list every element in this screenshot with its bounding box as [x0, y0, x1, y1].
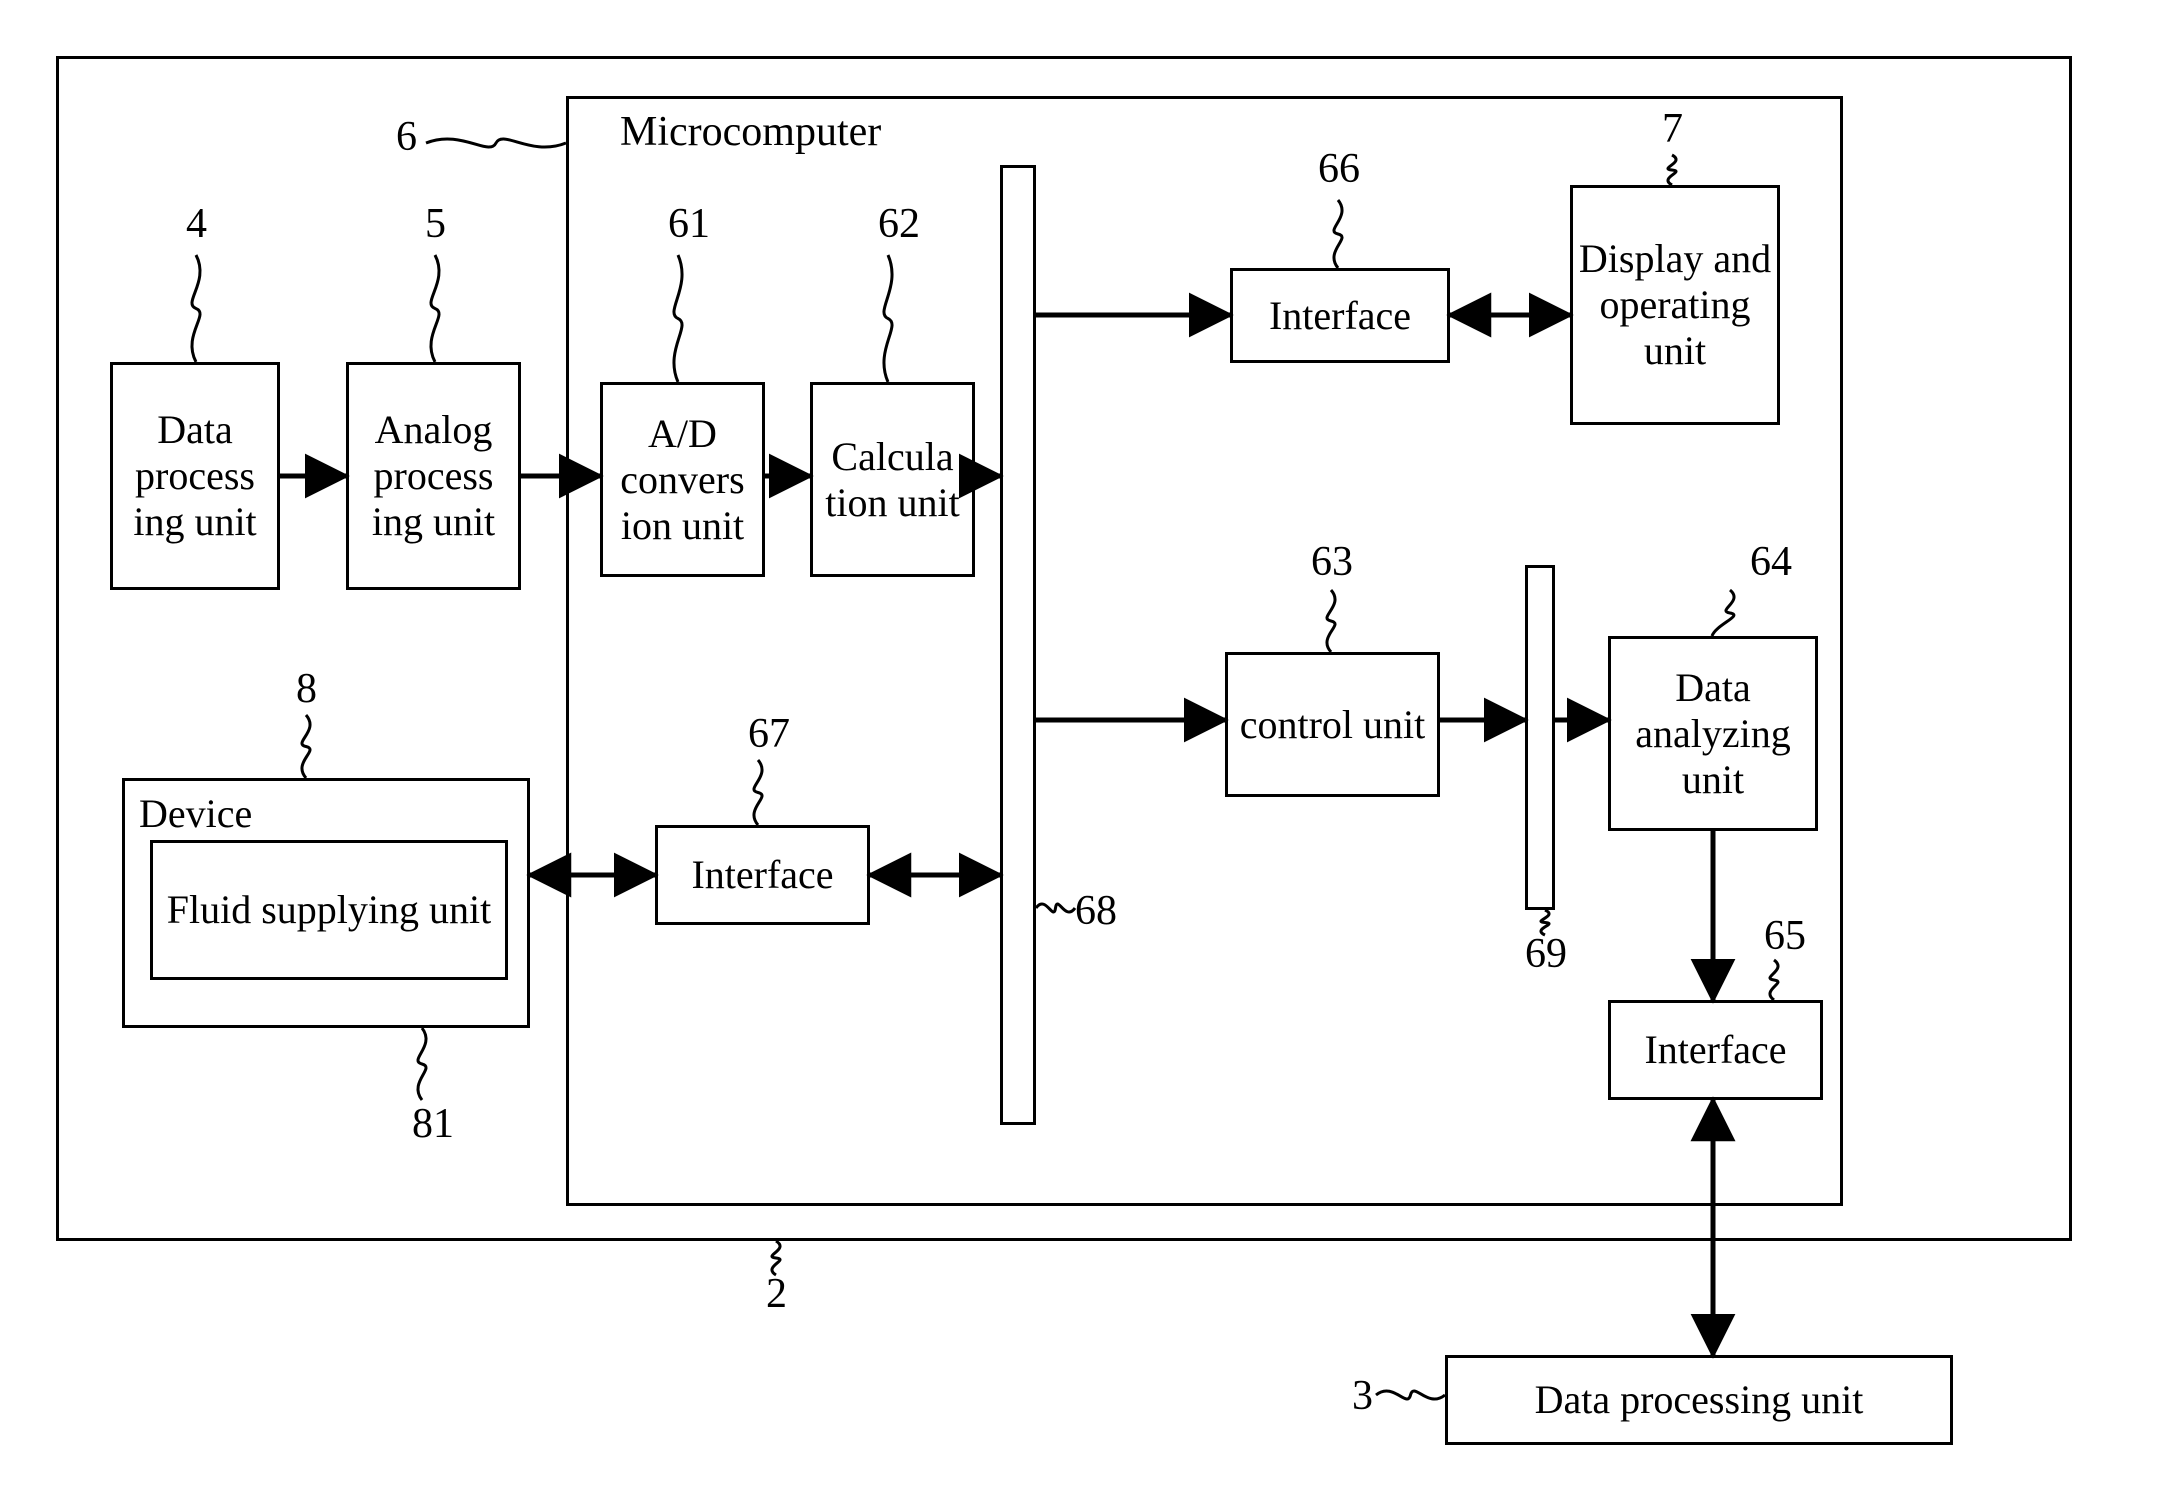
diagram-stage: Microcomputer Data process ing unit Anal… — [0, 0, 2166, 1503]
node-3-label: Data processing unit — [1535, 1377, 1864, 1423]
node-63-label: control unit — [1240, 702, 1426, 748]
node-7-display-operating-unit: Display and operating unit — [1570, 185, 1780, 425]
id-8: 8 — [296, 665, 317, 713]
id-4: 4 — [186, 200, 207, 248]
id-81: 81 — [412, 1100, 454, 1148]
id-2: 2 — [766, 1270, 787, 1318]
bus-69 — [1525, 565, 1555, 910]
node-67-interface: Interface — [655, 825, 870, 925]
node-5-label: Analog process ing unit — [349, 407, 518, 545]
id-61: 61 — [668, 200, 710, 248]
node-81-label: Fluid supplying unit — [167, 887, 492, 933]
node-66-label: Interface — [1269, 293, 1411, 339]
node-67-label: Interface — [691, 852, 833, 898]
id-66: 66 — [1318, 145, 1360, 193]
id-7: 7 — [1662, 105, 1683, 153]
id-62: 62 — [878, 200, 920, 248]
node-61-ad-conversion-unit: A/D convers ion unit — [600, 382, 765, 577]
node-7-label: Display and operating unit — [1573, 236, 1777, 374]
id-6: 6 — [396, 113, 417, 161]
node-8-label: Device — [139, 791, 252, 837]
node-62-calculation-unit: Calcula tion unit — [810, 382, 975, 577]
microcomputer-title: Microcomputer — [620, 108, 881, 156]
node-5-analog-processing-unit: Analog process ing unit — [346, 362, 521, 590]
bus-68 — [1000, 165, 1036, 1125]
node-64-label: Data analyzing unit — [1611, 665, 1815, 803]
node-4-label: Data process ing unit — [113, 407, 277, 545]
node-66-interface: Interface — [1230, 268, 1450, 363]
node-64-data-analyzing-unit: Data analyzing unit — [1608, 636, 1818, 831]
id-63: 63 — [1311, 538, 1353, 586]
id-65: 65 — [1764, 912, 1806, 960]
id-69: 69 — [1525, 930, 1567, 978]
id-67: 67 — [748, 710, 790, 758]
node-3-data-processing-unit: Data processing unit — [1445, 1355, 1953, 1445]
node-63-control-unit: control unit — [1225, 652, 1440, 797]
id-68: 68 — [1075, 887, 1117, 935]
node-65-interface: Interface — [1608, 1000, 1823, 1100]
node-4-data-processing-unit: Data process ing unit — [110, 362, 280, 590]
node-81-fluid-supplying-unit: Fluid supplying unit — [150, 840, 508, 980]
id-5: 5 — [425, 200, 446, 248]
node-65-label: Interface — [1644, 1027, 1786, 1073]
node-61-label: A/D convers ion unit — [603, 411, 762, 549]
id-3: 3 — [1352, 1372, 1373, 1420]
id-64: 64 — [1750, 538, 1792, 586]
node-62-label: Calcula tion unit — [813, 434, 972, 526]
